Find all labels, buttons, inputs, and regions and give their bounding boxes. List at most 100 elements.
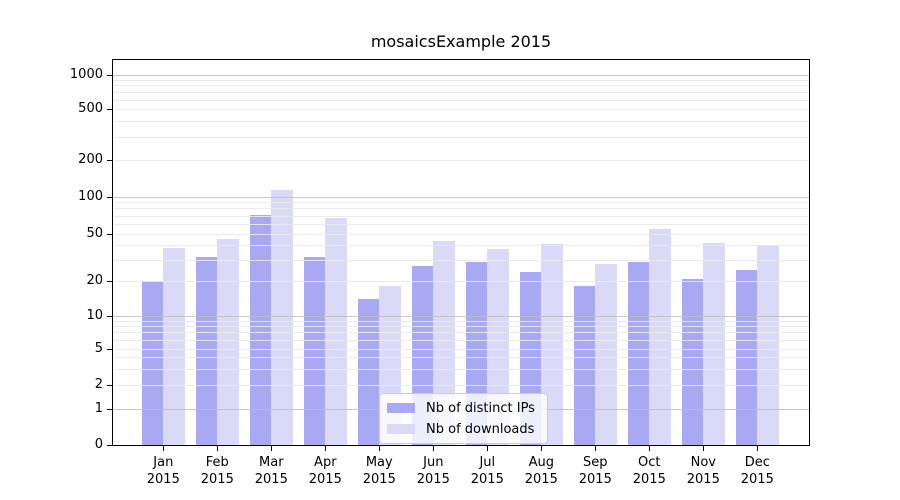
- y-tick-label: 50: [86, 226, 103, 241]
- chart-title: mosaicsExample 2015: [370, 32, 552, 51]
- grid-line-minor: [113, 320, 809, 322]
- legend-swatch: [387, 403, 415, 413]
- grid-line-minor: [113, 368, 809, 370]
- grid-line-minor: [113, 357, 809, 359]
- bar-downloads: [595, 263, 617, 445]
- y-tick-label: 500: [78, 101, 103, 116]
- x-tick-label: Jan 2015: [146, 455, 180, 487]
- bar-downloads: [325, 217, 347, 445]
- x-tick-mark: [162, 445, 164, 451]
- x-tick-label: Aug 2015: [524, 455, 558, 487]
- x-tick-label: Nov 2015: [686, 455, 720, 487]
- y-tick-mark: [107, 444, 113, 446]
- x-tick-mark: [432, 445, 434, 451]
- x-tick-label: Jun 2015: [416, 455, 450, 487]
- y-tick-mark: [107, 348, 113, 350]
- bar-downloads: [271, 190, 293, 445]
- y-tick-mark: [107, 384, 113, 386]
- grid-line-major: [113, 196, 809, 198]
- legend-row: Nb of distinct IPs: [387, 399, 535, 417]
- grid-line-minor: [113, 159, 809, 161]
- y-tick-mark: [107, 315, 113, 317]
- x-tick-mark: [378, 445, 380, 451]
- y-tick-mark: [107, 74, 113, 76]
- x-tick-label: Dec 2015: [740, 455, 774, 487]
- x-tick-label: Jul 2015: [470, 455, 504, 487]
- y-tick-mark: [107, 108, 113, 110]
- grid-line-minor: [113, 215, 809, 217]
- bar-downloads: [163, 248, 185, 445]
- y-tick-mark: [107, 159, 113, 161]
- x-tick-mark: [270, 445, 272, 451]
- grid-line-minor: [113, 120, 809, 122]
- grid-line-minor: [113, 208, 809, 210]
- x-tick-mark: [324, 445, 326, 451]
- x-tick-mark: [702, 445, 704, 451]
- grid-line-minor: [113, 136, 809, 138]
- x-tick-label: Apr 2015: [308, 455, 342, 487]
- y-tick-mark: [107, 280, 113, 282]
- grid-line-minor: [113, 348, 809, 350]
- y-tick-label: 5: [94, 341, 103, 356]
- x-tick-mark: [540, 445, 542, 451]
- bar-distinct-ips: [573, 286, 596, 445]
- bar-distinct-ips: [141, 281, 164, 445]
- bar-distinct-ips: [627, 261, 650, 445]
- grid-line-minor: [113, 233, 809, 235]
- plot-area: 0 1 2 5 10 20 50 100 200 500 1000 Jan 2015 Feb 2015 M…: [70, 59, 810, 487]
- grid-line-minor: [113, 202, 809, 204]
- grid-line-major: [113, 74, 809, 76]
- legend-label: Nb of distinct IPs: [426, 400, 535, 416]
- legend-row: Nb of downloads: [387, 420, 535, 438]
- x-tick-label: Mar 2015: [254, 455, 288, 487]
- x-tick-label: May 2015: [362, 455, 396, 487]
- y-tick-label: 100: [78, 189, 103, 204]
- x-tick-mark: [594, 445, 596, 451]
- y-tick-label: 200: [78, 152, 103, 167]
- y-tick-mark: [107, 408, 113, 410]
- x-tick-label: Feb 2015: [200, 455, 234, 487]
- x-tick-mark: [486, 445, 488, 451]
- y-tick-label: 0: [94, 437, 103, 452]
- legend-swatch: [387, 424, 415, 434]
- x-tick-label: Oct 2015: [632, 455, 666, 487]
- axis-layer: 0 1 2 5 10 20 50 100 200 500 1000 Jan 2015 Feb 2015 M…: [70, 60, 809, 487]
- x-tick-mark: [756, 445, 758, 451]
- grid-line-minor: [113, 91, 809, 93]
- y-tick-label: 2: [94, 377, 103, 392]
- bar-distinct-ips: [249, 214, 272, 445]
- bar-downloads: [649, 228, 671, 445]
- y-tick-label: 1: [94, 401, 103, 416]
- y-tick-mark: [107, 233, 113, 235]
- grid-line-minor: [113, 99, 809, 101]
- bar-downloads: [703, 242, 725, 445]
- grid-line-minor: [113, 244, 809, 246]
- x-tick-label: Sep 2015: [578, 455, 612, 487]
- grid-line-minor: [113, 339, 809, 341]
- grid-line-minor: [113, 326, 809, 328]
- x-tick-mark: [216, 445, 218, 451]
- grid-line-minor: [113, 85, 809, 87]
- grid-line-minor: [113, 332, 809, 334]
- grid-line-minor: [113, 223, 809, 225]
- y-tick-mark: [107, 196, 113, 198]
- grid-line-minor: [113, 259, 809, 261]
- grid-line-minor: [113, 108, 809, 110]
- bar-downloads: [217, 239, 239, 445]
- grid-line-major: [113, 315, 809, 317]
- grid-line-minor: [113, 79, 809, 81]
- bar-distinct-ips: [303, 256, 326, 445]
- bar-distinct-ips: [681, 278, 704, 445]
- legend-label: Nb of downloads: [426, 421, 535, 437]
- y-tick-label: 10: [86, 308, 103, 323]
- legend: Nb of distinct IPs Nb of downloads: [379, 393, 548, 444]
- grid-line-minor: [113, 384, 809, 386]
- grid-line-minor: [113, 280, 809, 282]
- y-tick-label: 20: [86, 273, 103, 288]
- x-tick-mark: [648, 445, 650, 451]
- bar-downloads: [757, 245, 779, 445]
- bar-distinct-ips: [195, 256, 218, 445]
- grid-layer: [113, 60, 809, 445]
- y-tick-label: 1000: [69, 67, 103, 82]
